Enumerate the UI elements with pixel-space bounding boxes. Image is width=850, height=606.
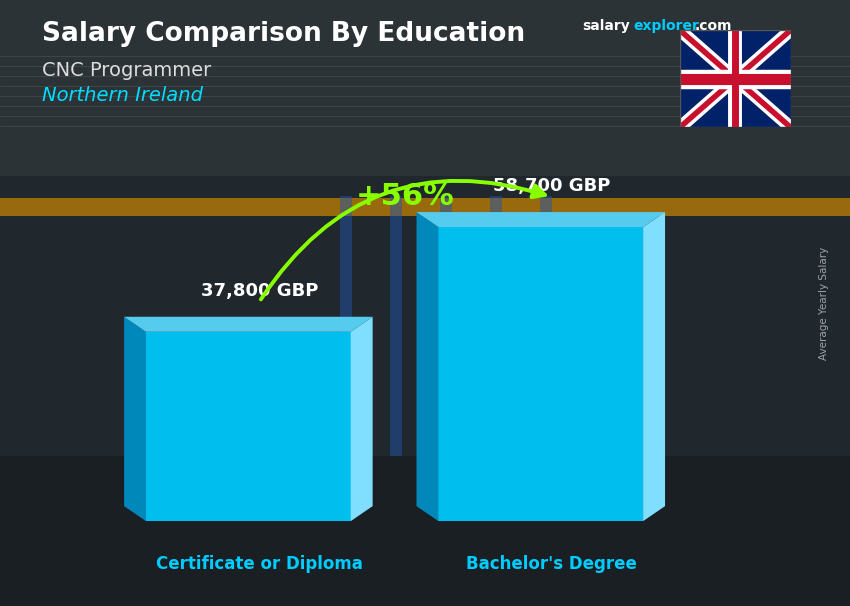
Text: Certificate or Diploma: Certificate or Diploma bbox=[156, 555, 363, 573]
Bar bbox=[146, 332, 351, 521]
Text: salary: salary bbox=[582, 19, 630, 33]
Text: .com: .com bbox=[694, 19, 732, 33]
Polygon shape bbox=[351, 317, 372, 521]
Polygon shape bbox=[124, 317, 372, 332]
Bar bbox=[540, 196, 552, 456]
Bar bbox=[0, 0, 850, 176]
Polygon shape bbox=[124, 317, 146, 521]
Bar bbox=[340, 196, 352, 456]
Bar bbox=[390, 196, 402, 456]
Text: Average Yearly Salary: Average Yearly Salary bbox=[819, 247, 829, 359]
Text: Bachelor's Degree: Bachelor's Degree bbox=[467, 555, 638, 573]
Text: +56%: +56% bbox=[356, 182, 455, 211]
FancyArrowPatch shape bbox=[261, 181, 545, 299]
Bar bbox=[0, 198, 850, 216]
Bar bbox=[0, 456, 850, 606]
Polygon shape bbox=[416, 212, 439, 521]
Polygon shape bbox=[643, 212, 665, 521]
Bar bbox=[0, 176, 850, 456]
Text: explorer: explorer bbox=[633, 19, 699, 33]
Text: Northern Ireland: Northern Ireland bbox=[42, 86, 203, 105]
Text: 37,800 GBP: 37,800 GBP bbox=[201, 282, 318, 300]
Text: Salary Comparison By Education: Salary Comparison By Education bbox=[42, 21, 525, 47]
Bar bbox=[440, 196, 452, 456]
Text: CNC Programmer: CNC Programmer bbox=[42, 61, 212, 79]
Polygon shape bbox=[416, 212, 665, 227]
Text: 58,700 GBP: 58,700 GBP bbox=[493, 177, 610, 195]
Bar bbox=[490, 196, 502, 456]
Bar bbox=[439, 227, 643, 521]
